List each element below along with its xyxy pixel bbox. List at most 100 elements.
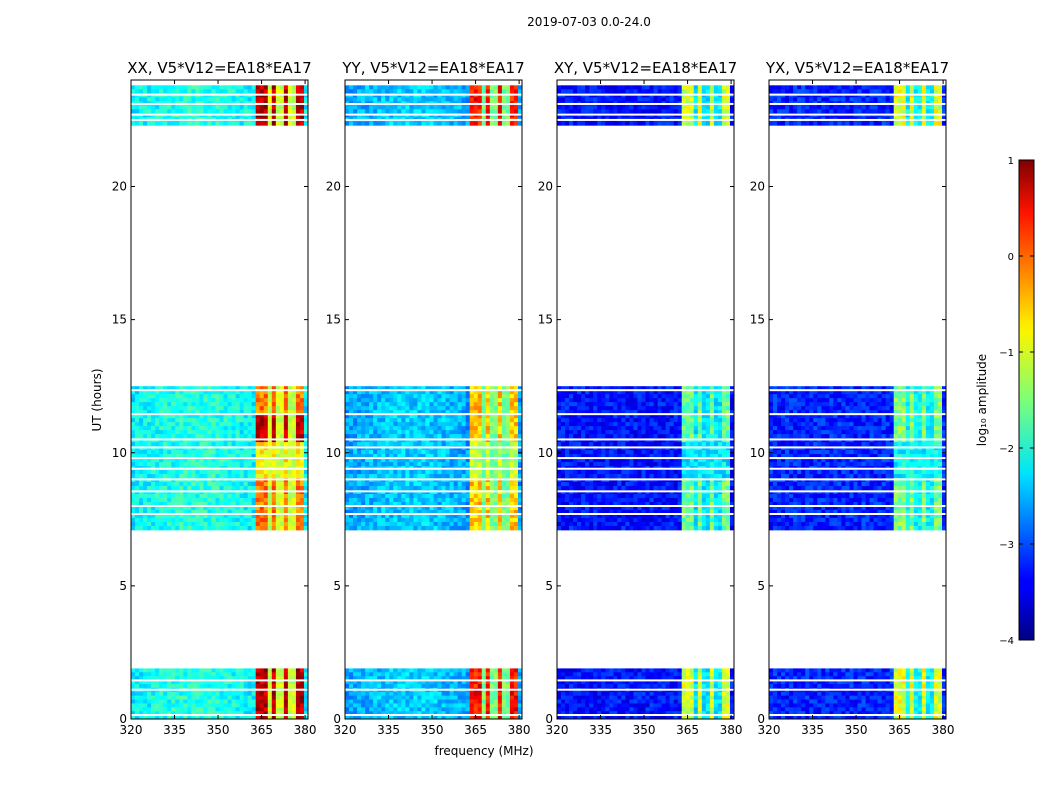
spectrogram-cell (517, 676, 523, 681)
spectrogram-cell (425, 695, 430, 700)
spectrogram-cell (275, 703, 281, 708)
spectrogram-cell (373, 418, 378, 423)
spectrogram-cell (501, 422, 507, 427)
spectrogram-cell (433, 513, 438, 519)
spectrogram-cell (421, 509, 426, 515)
spectrogram-cell (251, 430, 257, 435)
spectrogram-cell (501, 691, 507, 697)
spectrogram-cell (195, 390, 200, 395)
spectrogram-cell (167, 695, 172, 700)
spectrogram-cell (505, 509, 511, 515)
spectrogram-cell (505, 502, 511, 507)
spectrogram-cell (441, 506, 446, 511)
spectrogram-cell (473, 470, 479, 475)
spectrogram-cell (441, 85, 446, 90)
spectrogram-cell (203, 442, 208, 447)
spectrogram-cell (429, 394, 434, 399)
spectrogram-cell (187, 442, 192, 447)
spectrogram-cell (425, 676, 430, 681)
spectrogram-cell (441, 394, 446, 399)
spectrogram-cell (263, 699, 269, 704)
spectrogram-cell (187, 513, 192, 519)
spectrogram-cell (429, 691, 434, 697)
spectrogram-cell (481, 521, 487, 527)
spectrogram-cell (477, 703, 483, 708)
spectrogram-cell (465, 680, 471, 685)
spectrogram-cell (497, 695, 503, 700)
spectrogram-cell (279, 402, 285, 407)
spectrogram-cell (493, 398, 499, 403)
spectrogram-cell (191, 394, 196, 399)
spectrogram-cell (219, 386, 224, 391)
spectrogram-cell (283, 486, 289, 491)
spectrogram-cell (207, 121, 212, 126)
spectrogram-cell (239, 707, 245, 712)
spectrogram-cell (267, 458, 273, 463)
spectrogram-cell (215, 418, 220, 423)
spectrogram-cell (373, 707, 378, 712)
spectrogram-cell (291, 707, 297, 712)
spectrogram-cell (159, 442, 164, 447)
spectrogram-cell (215, 426, 220, 431)
spectrogram-cell (481, 715, 487, 720)
spectrogram-cell (397, 699, 402, 704)
spectrogram-cell (509, 521, 515, 527)
spectrogram-cell (291, 458, 297, 463)
spectrogram-cell (175, 430, 180, 435)
spectrogram-cell (441, 474, 446, 479)
spectrogram-cell (385, 458, 390, 463)
spectrogram-cell (175, 691, 180, 697)
spectrogram-cell (187, 430, 192, 435)
spectrogram-cell (369, 711, 374, 716)
spectrogram-cell (135, 695, 140, 700)
spectrogram-cell (135, 525, 140, 531)
spectrogram-cell (179, 509, 184, 515)
spectrogram-cell (271, 525, 277, 531)
spectrogram-cell (179, 482, 184, 487)
spectrogram-cell (163, 525, 168, 531)
spectrogram-cell (227, 454, 232, 459)
spectrogram-cell (357, 715, 362, 720)
spectrogram-cell (501, 434, 507, 439)
spectrogram-cell (385, 498, 390, 503)
spectrogram-cell (465, 676, 471, 681)
spectrogram-cell (291, 521, 297, 527)
spectrogram-cell (219, 680, 224, 685)
spectrogram-cell (251, 109, 257, 114)
spectrogram-cell (227, 458, 232, 463)
spectrogram-cell (279, 699, 285, 704)
spectrogram-cell (441, 470, 446, 475)
spectrogram-cell (147, 680, 152, 685)
spectrogram-cell (417, 442, 422, 447)
spectrogram-cell (235, 676, 241, 681)
spectrogram-cell (481, 402, 487, 407)
spectrogram-cell (353, 386, 358, 391)
spectrogram-cell (469, 422, 475, 427)
spectrogram-cell (247, 105, 253, 110)
spectrogram-cell (497, 525, 503, 531)
spectrogram-cell (203, 458, 208, 463)
spectrogram-cell (291, 442, 297, 447)
spectrogram-cell (357, 711, 362, 716)
spectrogram-cell (501, 509, 507, 515)
spectrogram-cell (259, 394, 265, 399)
spectrogram-cell (143, 414, 148, 419)
spectrogram-cell (271, 695, 277, 700)
spectrogram-cell (453, 482, 459, 487)
spectrogram-cell (179, 707, 184, 712)
spectrogram-cell (441, 482, 446, 487)
spectrogram-cell (147, 458, 152, 463)
spectrogram-cell (401, 703, 406, 708)
spectrogram-cell (449, 517, 455, 523)
spectrogram-cell (211, 85, 216, 90)
spectrogram-cell (485, 683, 491, 689)
spectrogram-cell (389, 498, 394, 503)
spectrogram-cell (191, 517, 196, 523)
spectrogram-cell (357, 506, 362, 511)
spectrogram-cell (251, 434, 257, 439)
spectrogram-cell (477, 683, 483, 689)
spectrogram-cell (235, 85, 241, 90)
spectrogram-cell (357, 97, 362, 102)
spectrogram-cell (255, 462, 261, 467)
spectrogram-cell (509, 458, 515, 463)
